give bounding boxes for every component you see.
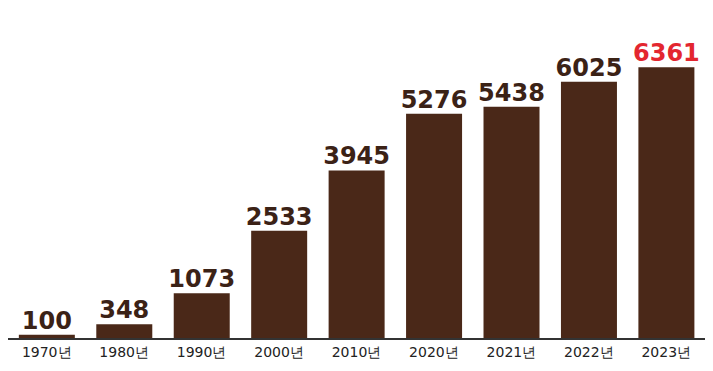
svg-text:1970년: 1970년	[22, 344, 72, 360]
svg-text:1980년: 1980년	[99, 344, 149, 360]
svg-text:2020년: 2020년	[409, 344, 459, 360]
svg-text:1990년: 1990년	[177, 344, 227, 360]
svg-text:2533: 2533	[246, 203, 313, 231]
svg-text:6025: 6025	[556, 54, 623, 82]
svg-text:348: 348	[99, 296, 149, 324]
svg-text:2022년: 2022년	[564, 344, 614, 360]
svg-text:2010년: 2010년	[332, 344, 382, 360]
svg-text:100: 100	[22, 307, 72, 335]
svg-text:2023년: 2023년	[641, 344, 691, 360]
svg-text:5276: 5276	[401, 86, 468, 114]
svg-text:6361: 6361	[633, 39, 700, 67]
svg-text:3945: 3945	[323, 142, 390, 170]
svg-text:2000년: 2000년	[254, 344, 304, 360]
svg-text:5438: 5438	[478, 79, 545, 107]
svg-text:2021년: 2021년	[487, 344, 537, 360]
svg-text:1073: 1073	[168, 265, 235, 293]
